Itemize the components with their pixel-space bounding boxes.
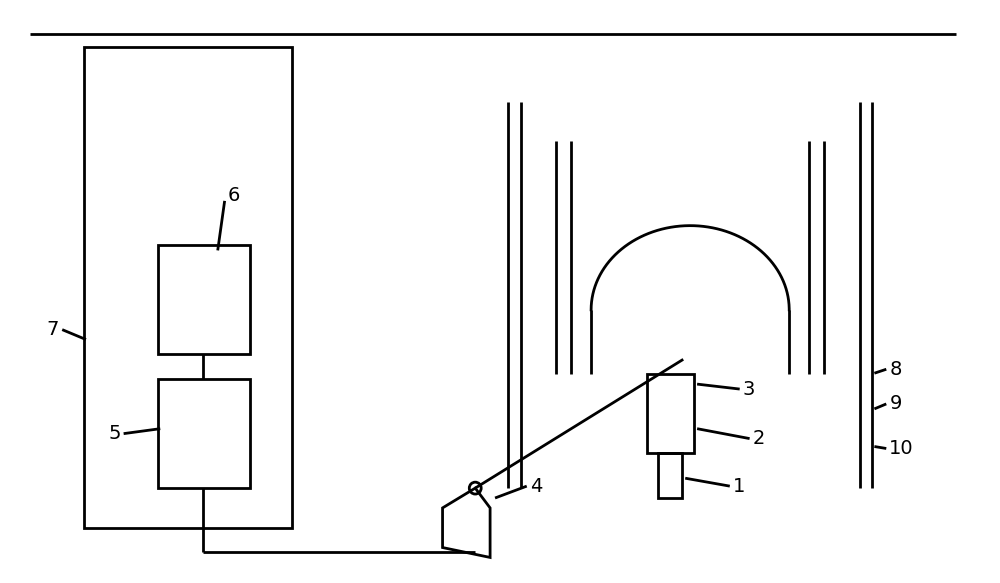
Bar: [158, 379, 250, 488]
Bar: [158, 245, 250, 354]
Text: 3: 3: [743, 380, 755, 399]
Text: 5: 5: [109, 424, 121, 443]
Text: 6: 6: [228, 187, 240, 205]
Text: 4: 4: [530, 477, 542, 496]
Bar: [647, 374, 694, 454]
Text: 1: 1: [733, 477, 745, 496]
Text: 7: 7: [46, 320, 59, 339]
Text: 9: 9: [889, 395, 902, 413]
Bar: [658, 454, 682, 498]
Text: 2: 2: [753, 429, 765, 448]
Text: 8: 8: [889, 360, 902, 379]
Text: 10: 10: [889, 439, 914, 458]
Bar: [84, 47, 292, 528]
